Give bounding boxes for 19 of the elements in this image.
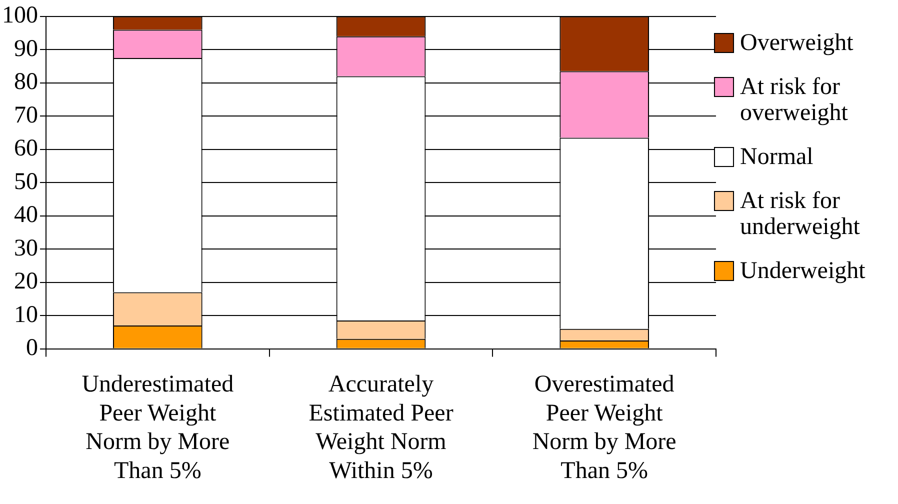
y-tick-label: 90 — [14, 36, 38, 62]
legend-label: At risk for overweight — [740, 74, 849, 126]
x-tick-label: Underestimated Peer Weight Norm by More Than 5% — [82, 371, 234, 484]
y-tick-label: 50 — [14, 168, 38, 195]
legend-label: At risk for underweight — [740, 188, 861, 240]
y-tick-label: 80 — [14, 69, 38, 96]
y-tick-label: 70 — [14, 102, 38, 128]
x-tick-label: Overestimated Peer Weight Norm by More Than 5% — [532, 371, 676, 484]
legend-label: Overweight — [740, 30, 854, 56]
x-tick-label: Accurately Estimated Peer Weight Norm Within 5% — [308, 371, 454, 484]
y-tick-label: 100 — [2, 2, 38, 29]
legend-label: Underweight — [740, 258, 866, 284]
y-tick-label: 40 — [14, 202, 38, 228]
y-tick-label: 10 — [14, 302, 38, 328]
y-tick-label: 20 — [14, 268, 38, 295]
y-tick-label: 0 — [26, 335, 38, 362]
y-tick-label: 30 — [14, 235, 38, 262]
y-tick-label: 60 — [14, 136, 38, 162]
text: Normal — [740, 144, 814, 170]
